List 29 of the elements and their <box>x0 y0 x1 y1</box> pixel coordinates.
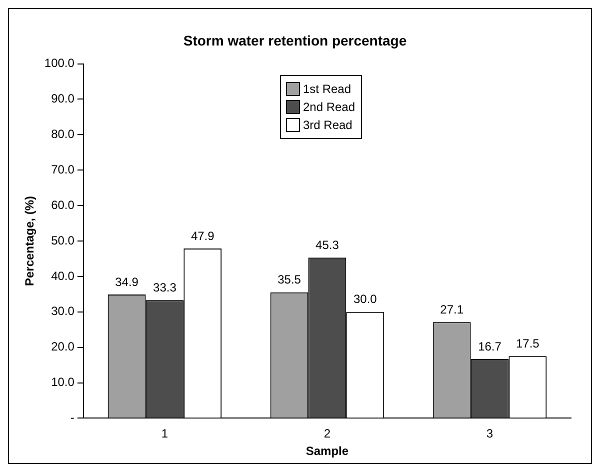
data-label: 35.5 <box>278 272 302 287</box>
data-label: 33.3 <box>153 280 177 294</box>
data-label: 27.1 <box>440 302 464 316</box>
data-label: 30.0 <box>353 292 378 306</box>
data-label: 45.3 <box>316 238 340 252</box>
y-tick-label: 80.0 <box>51 126 75 141</box>
data-label: 47.9 <box>190 228 215 243</box>
y-tick-label: 100.0 <box>44 56 75 70</box>
legend-label: 3rd Read <box>302 117 352 134</box>
y-tick-label: 20.0 <box>51 340 75 354</box>
y-tick-label: 30.0 <box>51 304 75 318</box>
x-axis-title: Sample <box>306 444 349 458</box>
legend-label: 2nd Read <box>302 99 356 116</box>
y-tick-label: 40.0 <box>51 268 75 283</box>
legend-label: 1st Read <box>302 81 352 98</box>
x-tick-label: 3 <box>486 426 494 441</box>
y-tick-label: 50.0 <box>51 233 75 248</box>
y-tick-label: 10.0 <box>51 375 75 390</box>
chart-title: Storm water retention percentage <box>183 32 407 48</box>
y-tick-label: 90.0 <box>51 92 75 106</box>
data-label: 16.7 <box>478 339 502 354</box>
data-label: 34.9 <box>115 274 139 289</box>
x-tick-label: 1 <box>161 426 168 441</box>
y-tick-label: - <box>70 410 74 425</box>
data-label: 17.5 <box>516 336 540 350</box>
y-axis-title: Percentage, (%) <box>22 196 37 286</box>
y-tick-label: 70.0 <box>51 162 75 176</box>
x-tick-label: 2 <box>324 426 331 441</box>
y-tick-label: 60.0 <box>51 198 75 212</box>
